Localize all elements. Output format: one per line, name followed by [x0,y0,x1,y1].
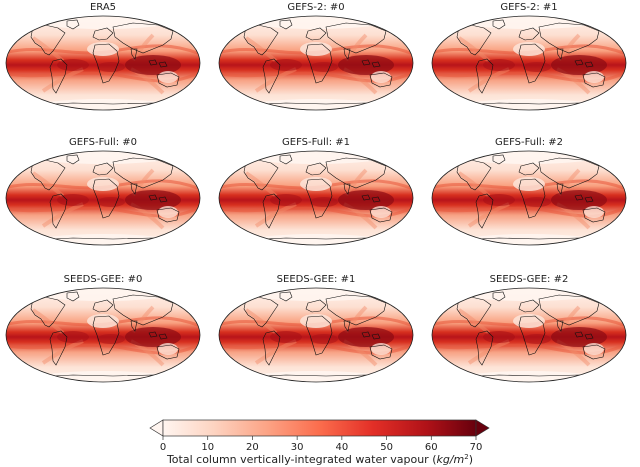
colorbar: 0 10 20 30 40 50 60 70 Total column vertically-… [149,419,490,466]
colorbar-tick-label: 40 [335,442,348,453]
panel-title: GEFS-Full: #1 [282,137,350,148]
globe-map [3,285,203,387]
map-panel: ERA5 [3,2,203,115]
globe-map [216,148,416,250]
colorbar-tick-label: 20 [246,442,259,453]
map-panel: GEFS-Full: #0 [3,137,203,250]
map-panel: GEFS-Full: #1 [216,137,416,250]
globe-map [3,148,203,250]
colorbar-label: Total column vertically-integrated water… [166,453,473,466]
globe-map [3,13,203,115]
map-panel: GEFS-2: #0 [216,2,416,115]
globe-map [429,148,629,250]
map-panel: GEFS-Full: #2 [429,137,629,250]
panel-title: ERA5 [90,2,116,13]
colorbar-max-extend [475,419,490,437]
panel-title: GEFS-2: #1 [500,2,557,13]
globe-map [429,13,629,115]
panel-title: SEEDS-GEE: #2 [490,274,569,285]
map-panel: SEEDS-GEE: #0 [3,274,203,387]
map-panel: SEEDS-GEE: #2 [429,274,629,387]
colorbar-gradient [162,419,477,437]
colorbar-tick-label: 70 [470,442,483,453]
colorbar-tick-label: 30 [291,442,304,453]
map-panel: GEFS-2: #1 [429,2,629,115]
panel-title: SEEDS-GEE: #1 [277,274,356,285]
colorbar-tick-label: 60 [425,442,438,453]
colorbar-min-extend [149,419,164,437]
globe-map [429,285,629,387]
colorbar-tick-label: 50 [380,442,393,453]
colorbar-tick-label: 10 [201,442,214,453]
panel-title: GEFS-Full: #2 [495,137,563,148]
globe-map [216,285,416,387]
panel-title: GEFS-2: #0 [287,2,344,13]
map-panel: SEEDS-GEE: #1 [216,274,416,387]
globe-map [216,13,416,115]
panel-title: GEFS-Full: #0 [69,137,137,148]
colorbar-tick-label: 0 [160,442,166,453]
panel-title: SEEDS-GEE: #0 [64,274,143,285]
